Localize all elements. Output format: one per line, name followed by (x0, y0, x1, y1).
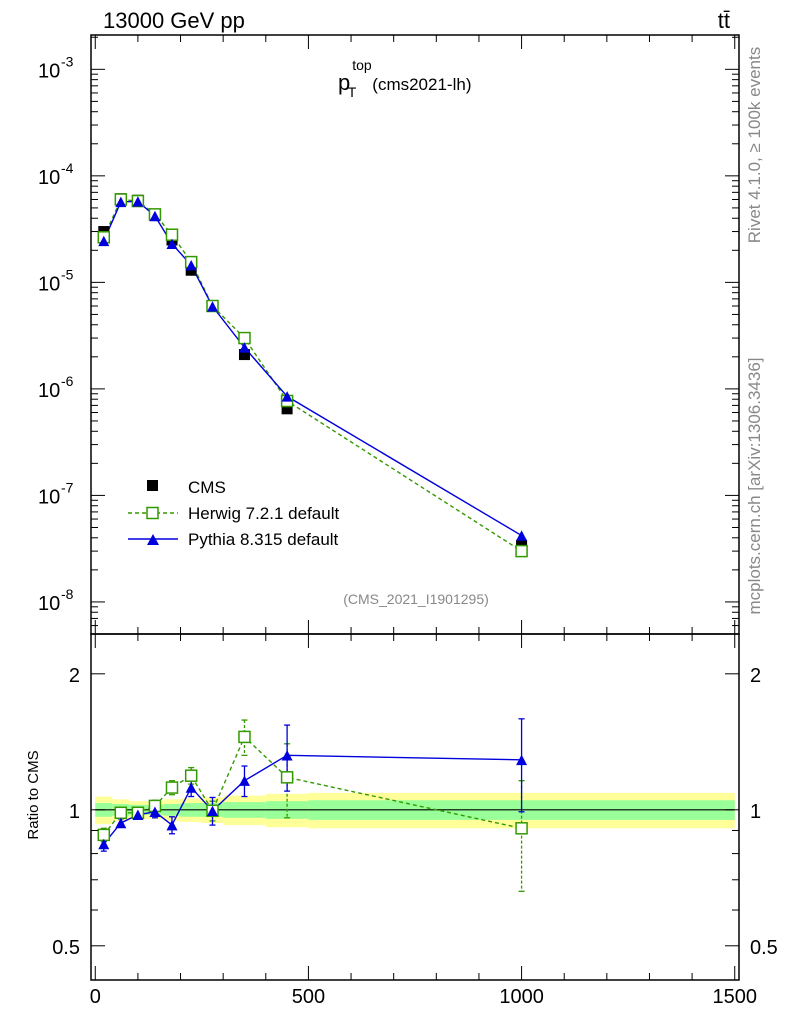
pythia-ratio-point (238, 775, 250, 786)
x-tick-label: 0 (90, 986, 101, 1008)
ratio-axis-label: Ratio to CMS (25, 750, 42, 839)
pythia-ratio-point (166, 819, 178, 831)
y-tick-label: 10 (38, 167, 60, 189)
analysis-watermark: (CMS_2021_I1901295) (343, 591, 489, 607)
cms-data-point (281, 403, 293, 415)
y-tick-label: 10 (38, 486, 60, 508)
pythia-ratio-point (516, 754, 528, 766)
pythia-line (103, 200, 522, 537)
y-tick-exponent: -4 (61, 160, 74, 176)
source-label: mcplots.cern.ch [arXiv:1306.3436] (745, 357, 764, 614)
pythia-point (149, 210, 161, 222)
pythia-point (238, 342, 250, 353)
herwig-ratio-point (515, 822, 528, 835)
pythia-ratio-point (132, 809, 144, 820)
y-tick-label: 10 (38, 593, 60, 615)
pythia-point (207, 301, 218, 312)
ratio-y-tick-label-right: 0.5 (750, 937, 778, 959)
ratio-y-tick-label-right: 2 (750, 665, 761, 687)
pythia-point (166, 238, 178, 250)
herwig-ratio-point (184, 769, 198, 782)
process-label: tt̄ (718, 8, 730, 33)
energy-label: 13000 GeV pp (103, 8, 245, 33)
herwig-point (238, 331, 251, 345)
pythia-ratio-point (98, 838, 110, 850)
y-tick-exponent: -7 (61, 479, 74, 495)
legend-herwig-marker (146, 506, 159, 520)
legend-cms-label: CMS (188, 478, 226, 497)
pythia-point (516, 530, 528, 541)
title-sub: T (348, 84, 357, 100)
title-suffix: (cms2021-lh) (372, 75, 471, 94)
herwig-ratio-point (165, 781, 179, 794)
herwig-ratio-point (97, 828, 111, 842)
title-sup: top (352, 57, 372, 73)
ratio-plot-frame (90, 633, 740, 981)
herwig-ratio-point (238, 730, 251, 744)
herwig-ratio-line (103, 735, 522, 836)
y-tick-label: 10 (38, 273, 60, 295)
herwig-point (515, 544, 528, 558)
y-tick-exponent: -8 (61, 586, 74, 602)
x-tick-label: 1000 (499, 986, 544, 1008)
herwig-ratio-point (280, 771, 294, 784)
pythia-ratio-point (185, 782, 197, 793)
pythia-ratio-point (207, 805, 218, 817)
cms-data-point (238, 349, 250, 361)
ratio-y-tick-label-right: 1 (750, 801, 761, 823)
legend-pythia-label: Pythia 8.315 default (188, 530, 339, 549)
ratio-y-tick-label: 1 (69, 801, 80, 823)
rivet-version-label: Rivet 4.1.0, ≥ 100k events (745, 47, 764, 243)
y-tick-label: 10 (38, 60, 60, 82)
x-tick-label: 1500 (712, 986, 757, 1008)
pythia-point (185, 259, 197, 271)
pythia-point (98, 235, 110, 247)
herwig-ratio-point (114, 806, 128, 820)
legend-cms-marker (147, 480, 158, 491)
pythia-point (281, 391, 293, 402)
herwig-point (165, 228, 179, 241)
ratio-y-tick-label: 0.5 (52, 937, 80, 959)
herwig-line (103, 198, 522, 552)
title-var: p (338, 70, 350, 95)
legend-herwig-label: Herwig 7.2.1 default (188, 504, 339, 523)
legend-pythia-marker (147, 534, 159, 545)
pythia-ratio-point (115, 817, 127, 829)
pythia-ratio-point (149, 806, 161, 818)
y-tick-label: 10 (38, 380, 60, 402)
pythia-ratio-point (281, 750, 293, 761)
ratio-y-tick-label: 2 (69, 665, 80, 687)
plot-title: ptop T (cms2021-lh) (338, 57, 471, 100)
y-tick-exponent: -5 (61, 266, 74, 282)
pythia-point (132, 196, 144, 207)
y-tick-exponent: -3 (61, 53, 74, 69)
x-tick-label: 500 (292, 986, 325, 1008)
pythia-ratio-line (103, 754, 522, 845)
pythia-point (115, 196, 127, 208)
y-tick-exponent: -6 (61, 373, 74, 389)
